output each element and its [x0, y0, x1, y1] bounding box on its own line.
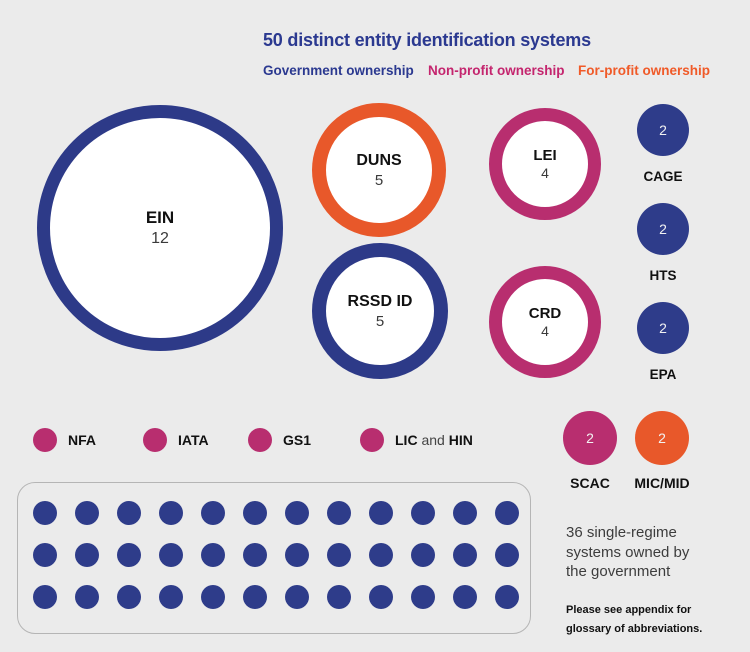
solid-cage-label: CAGE	[643, 169, 683, 184]
grid-dot	[285, 585, 309, 609]
grid-dot	[453, 543, 477, 567]
mini-nfa: NFA	[33, 428, 96, 452]
solid-scac: 2 SCAC	[554, 411, 626, 491]
bubble-crd: CRD 4	[489, 266, 601, 378]
solid-cage-count: 2	[659, 122, 667, 138]
gs1-dot-icon	[248, 428, 272, 452]
grid-dot	[453, 501, 477, 525]
grid-dot	[201, 543, 225, 567]
page-title: 50 distinct entity identification system…	[263, 30, 591, 50]
grid-dot	[243, 501, 267, 525]
lic-hin-dot-icon	[360, 428, 384, 452]
grid-dot	[369, 543, 393, 567]
grid-dot	[411, 501, 435, 525]
mini-gs1: GS1	[248, 428, 311, 452]
solid-mic-mid-label: MIC/MID	[634, 475, 690, 491]
solid-epa-circle: 2	[637, 302, 689, 354]
bubble-duns: DUNS 5	[312, 103, 446, 237]
grid-dot	[369, 585, 393, 609]
bubble-ein-label: EIN	[145, 208, 175, 227]
grid-dot	[75, 585, 99, 609]
bubble-rssd-id-count: 5	[375, 312, 385, 330]
grid-dot	[369, 501, 393, 525]
dot-grid	[33, 501, 519, 609]
grid-dot	[243, 585, 267, 609]
bubble-duns-count: 5	[374, 171, 384, 189]
mini-lic-hin-label: LIC and HIN	[395, 432, 473, 448]
grid-dot	[411, 585, 435, 609]
grid-dot	[495, 501, 519, 525]
grid-dot	[201, 501, 225, 525]
grid-dot	[285, 501, 309, 525]
grid-dot	[117, 585, 141, 609]
mini-nfa-label: NFA	[68, 432, 96, 448]
and-label: and	[417, 432, 449, 448]
legend-government-ownership: Government ownership	[263, 63, 414, 78]
mini-lic-hin: LIC and HIN	[360, 428, 473, 452]
grid-dot	[33, 585, 57, 609]
solid-epa-count: 2	[659, 320, 667, 336]
grid-dot	[411, 543, 435, 567]
grid-dot	[201, 585, 225, 609]
grid-dot	[327, 543, 351, 567]
solid-epa: 2 EPA	[628, 302, 698, 382]
grid-dot	[117, 501, 141, 525]
grid-dot	[327, 585, 351, 609]
solid-hts-count: 2	[659, 221, 667, 237]
grid-dot	[327, 501, 351, 525]
hin-label: HIN	[448, 432, 473, 448]
bubble-crd-label: CRD	[528, 305, 562, 322]
solid-cage: 2 CAGE	[628, 104, 698, 184]
solid-cage-circle: 2	[637, 104, 689, 156]
solid-scac-count: 2	[586, 430, 594, 446]
appendix-footnote: Please see appendix for glossary of abbr…	[566, 604, 703, 635]
mini-gs1-label: GS1	[283, 432, 312, 448]
grid-dot	[75, 543, 99, 567]
solid-mic-mid: 2 MIC/MID	[625, 411, 699, 491]
grid-dot	[159, 585, 183, 609]
grid-dot	[159, 543, 183, 567]
grid-dot	[243, 543, 267, 567]
grid-dot	[117, 543, 141, 567]
legend-forprofit-ownership: For-profit ownership	[578, 63, 710, 78]
bubble-lei: LEI 4	[489, 108, 601, 220]
bubble-ein: EIN 12	[37, 105, 283, 351]
single-regime-caption: 36 single-regime systems owned by the go…	[566, 524, 690, 580]
solid-mic-mid-count: 2	[658, 430, 666, 446]
bubble-crd-count: 4	[541, 323, 549, 339]
bubble-duns-label: DUNS	[356, 151, 402, 169]
grid-dot	[33, 543, 57, 567]
single-regime-panel	[17, 482, 531, 634]
grid-dot	[453, 585, 477, 609]
mini-iata: IATA	[143, 428, 209, 452]
solid-hts: 2 HTS	[628, 203, 698, 283]
grid-dot	[75, 501, 99, 525]
grid-dot	[159, 501, 183, 525]
solid-scac-label: SCAC	[570, 475, 610, 491]
grid-dot	[495, 585, 519, 609]
iata-dot-icon	[143, 428, 167, 452]
bubble-lei-count: 4	[541, 165, 549, 181]
solid-scac-circle: 2	[563, 411, 617, 465]
solid-hts-label: HTS	[649, 268, 677, 283]
solid-epa-label: EPA	[649, 367, 677, 382]
grid-dot	[285, 543, 309, 567]
solid-hts-circle: 2	[637, 203, 689, 255]
grid-dot	[495, 543, 519, 567]
bubble-rssd-id: RSSD ID 5	[312, 243, 448, 379]
bubble-lei-label: LEI	[533, 147, 557, 164]
solid-mic-mid-circle: 2	[635, 411, 689, 465]
legend-nonprofit-ownership: Non-profit ownership	[428, 63, 565, 78]
lic-label: LIC	[395, 432, 418, 448]
bubble-ein-count: 12	[151, 230, 169, 247]
grid-dot	[33, 501, 57, 525]
bubble-rssd-id-label: RSSD ID	[347, 292, 413, 310]
nfa-dot-icon	[33, 428, 57, 452]
mini-iata-label: IATA	[178, 432, 209, 448]
